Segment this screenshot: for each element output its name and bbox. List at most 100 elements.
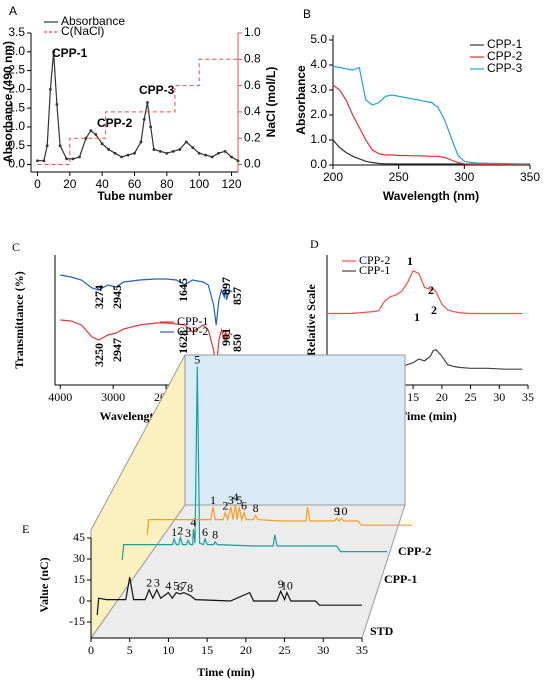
annotation: 3274	[92, 285, 106, 309]
peak-label: 6	[241, 498, 247, 512]
data-point	[113, 151, 117, 155]
peak-label: 4	[165, 578, 171, 592]
back-wall	[184, 354, 406, 506]
y-tick-label: 3.5	[8, 25, 25, 39]
annotation: 857	[230, 287, 244, 305]
peak-label: 5	[236, 493, 242, 507]
x-tick-label: 250	[389, 170, 409, 184]
data-point	[152, 148, 156, 151]
y-tick-label: 3.0	[8, 44, 25, 58]
data-point	[197, 151, 201, 155]
y-tick-label: 3.0	[310, 82, 327, 96]
y2-tick-label: 0.6	[244, 78, 261, 92]
data-point	[178, 148, 182, 151]
x-tick-label: 15	[201, 643, 213, 657]
annotation: 897	[219, 277, 233, 295]
series-line	[332, 65, 530, 165]
data-point	[126, 153, 130, 157]
data-point	[45, 144, 49, 148]
peak-label: 10	[281, 578, 293, 592]
annotation: 1628	[176, 330, 190, 354]
y-tick-label: 0.5	[8, 138, 25, 152]
data-point	[42, 159, 46, 163]
peak-label: 5	[194, 353, 200, 367]
data-point	[84, 136, 88, 140]
legend-label: CPP-2	[177, 324, 208, 338]
y-tick-label: 2.0	[310, 107, 327, 121]
x-tick-label: 15	[407, 390, 419, 404]
data-point	[149, 125, 153, 129]
x-tick-label: 20	[63, 177, 77, 191]
y-tick-label: 4.0	[310, 57, 327, 71]
annotation: 1	[407, 254, 413, 268]
y-tick-label: 0.0	[8, 157, 25, 171]
annotation: 2	[431, 303, 437, 317]
x-tick-label: 300	[454, 170, 474, 184]
data-point	[191, 146, 195, 149]
data-point	[236, 159, 240, 163]
data-point	[184, 140, 188, 144]
data-point	[78, 155, 81, 159]
annotation: 2945	[110, 285, 124, 309]
legend-label: CPP-3	[487, 61, 523, 75]
y2-tick-label: 0.0	[244, 157, 261, 171]
y-axis-title: Absorbance (490 nm)	[1, 41, 15, 163]
x-axis-title: Time (min)	[197, 665, 254, 679]
data-point	[55, 102, 59, 106]
legend-label: C(NaCl)	[61, 24, 104, 38]
x-axis-title: Tube number	[97, 189, 172, 203]
peak-label: 2	[177, 523, 183, 537]
series-end-label: CPP-1	[384, 572, 417, 586]
annotation: CPP-1	[52, 46, 88, 60]
data-point	[58, 144, 62, 148]
panel-label: A	[9, 4, 17, 18]
y-tick-label: 1.5	[8, 100, 25, 114]
y-tick-label: 1.0	[310, 132, 327, 146]
data-point	[71, 157, 75, 161]
data-point	[107, 148, 111, 151]
y-axis-title: Absorbance	[294, 65, 308, 135]
peak-label: 3	[228, 493, 234, 507]
data-point	[65, 157, 68, 161]
y-tick-label: 0	[79, 593, 85, 607]
data-point	[89, 129, 93, 133]
x-tick-label: 3000	[101, 390, 125, 404]
panel-label: B	[303, 7, 311, 21]
series-line	[121, 366, 387, 561]
y-tick-label: 30	[73, 551, 85, 565]
data-point	[171, 149, 175, 153]
annotation: CPP-2	[97, 116, 133, 130]
data-point	[158, 149, 162, 153]
peak-label: 3	[185, 526, 191, 540]
x-tick-label: 10	[162, 643, 174, 657]
data-point	[100, 142, 104, 146]
series-line	[60, 274, 233, 326]
x-tick-label: 350	[520, 170, 540, 184]
annotation: 3250	[92, 343, 106, 367]
peak-label: 8	[253, 501, 259, 515]
x-tick-label: 35	[522, 390, 534, 404]
legend-label: CPP-2	[487, 49, 523, 63]
peak-label: 10	[336, 504, 348, 518]
peak-label: 8	[187, 581, 193, 595]
series-line	[37, 58, 238, 165]
y-tick-label: 15	[73, 572, 85, 586]
x-tick-label: 30	[493, 390, 505, 404]
annotation: 2947	[110, 338, 124, 362]
annotation: 850	[230, 334, 244, 352]
data-point	[139, 140, 143, 144]
y2-tick-label: 0.4	[244, 104, 261, 118]
peak-label: 2	[222, 498, 228, 512]
data-point	[52, 50, 56, 54]
series-line	[37, 51, 239, 162]
y2-axis-title: NaCl (mol/L)	[264, 67, 278, 138]
series-end-label: CPP-2	[398, 544, 431, 558]
series-line	[327, 269, 523, 315]
series-end-label: STD	[370, 624, 394, 638]
y-tick-label: 5.0	[310, 32, 327, 46]
y2-tick-label: 1.0	[244, 25, 261, 39]
x-tick-label: 0	[88, 643, 94, 657]
series-line	[96, 577, 362, 616]
peak-label: 9	[334, 504, 340, 518]
x-tick-label: 25	[465, 390, 477, 404]
